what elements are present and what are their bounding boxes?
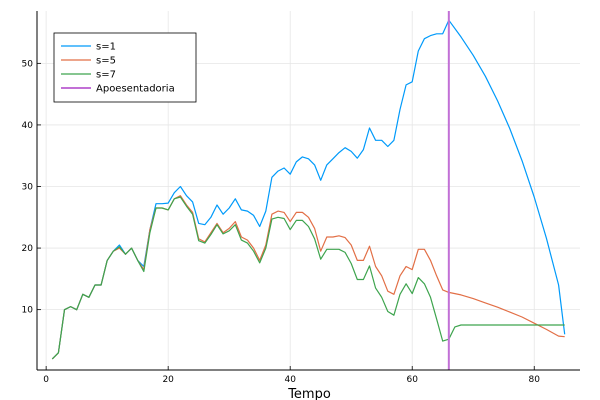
- legend-entry-label: s=5: [96, 56, 116, 67]
- legend-entry-label: Apoesentadoria: [96, 84, 175, 95]
- x-tick-label: 40: [284, 375, 296, 385]
- y-tick-label: 30: [22, 182, 34, 192]
- x-tick-label: 20: [162, 375, 174, 385]
- axes: [36, 11, 580, 371]
- plot-lines: [51, 11, 566, 370]
- legend-box: [53, 32, 197, 103]
- y-tick-label: 10: [22, 306, 34, 316]
- legend-entry-label: s=1: [96, 42, 116, 53]
- y-tick-label: 50: [22, 59, 34, 69]
- x-tick-label: 80: [529, 375, 541, 385]
- tick-labels: 0 20 40 60 80 10 20 30 40 50: [22, 59, 541, 385]
- x-axis-label: Tempo: [287, 387, 331, 400]
- legend-entry-label: s=7: [96, 70, 116, 81]
- x-tick-label: 60: [406, 375, 418, 385]
- y-tick-label: 20: [22, 244, 34, 254]
- x-tick-label: 0: [43, 375, 49, 385]
- series-line-s-7: [51, 196, 565, 360]
- legend: s=1 s=5 s=7 Apoesentadoria: [53, 32, 197, 103]
- grid: [37, 11, 580, 370]
- y-tick-label: 40: [22, 121, 34, 131]
